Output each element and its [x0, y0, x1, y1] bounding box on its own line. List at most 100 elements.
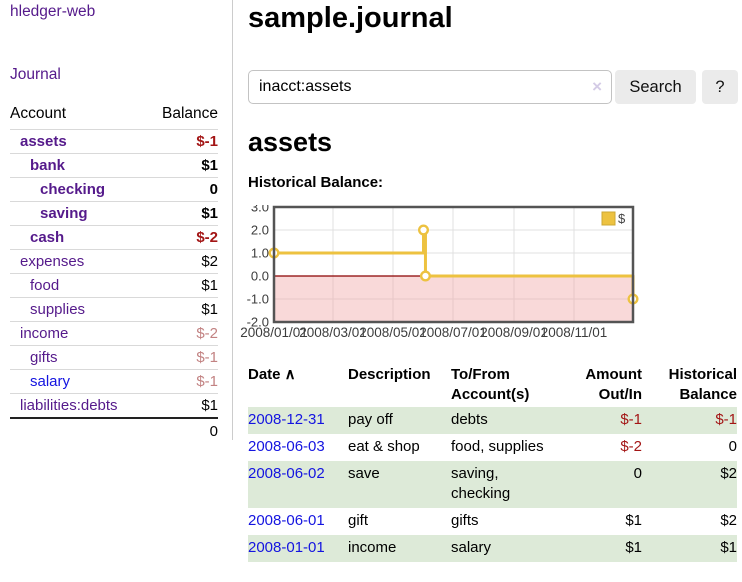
transaction-amount: $1: [625, 512, 642, 529]
column-header-date: Date ∧: [248, 366, 296, 383]
search-row: × Search ?: [248, 70, 742, 104]
account-row: bank $1: [10, 153, 218, 177]
account-title: assets: [248, 127, 333, 157]
account-link-income[interactable]: income: [20, 325, 69, 342]
legend-label: $: [618, 211, 626, 226]
page-title: sample.journal: [248, 2, 453, 34]
transaction-row: 2008-12-31 pay off debts $-1 $-1: [248, 407, 737, 434]
transaction-balance: 0: [728, 438, 737, 455]
account-column-header: Account: [10, 105, 67, 122]
transaction-amount: $1: [625, 539, 642, 556]
transaction-description: save: [348, 465, 380, 482]
svg-text:2008/03/01: 2008/03/01: [299, 325, 367, 340]
historical-balance-chart: 3.0 2.0 1.0 0.0 -1.0 -2.0 2008/01/01 2008/03/01…: [240, 200, 640, 345]
transaction-row: 2008-01-01 income salary $1 $1: [248, 535, 737, 562]
transaction-date-link[interactable]: 2008-06-02: [248, 465, 325, 482]
search-button[interactable]: Search: [615, 70, 696, 104]
account-link-expenses[interactable]: expenses: [20, 253, 85, 270]
transaction-balance: $2: [720, 512, 737, 529]
clear-search-icon[interactable]: ×: [592, 77, 602, 96]
transaction-row: 2008-06-01 gift gifts $1 $2: [248, 508, 737, 535]
svg-text:-1.0: -1.0: [247, 292, 269, 307]
account-row: assets $-1: [10, 129, 218, 153]
brand-link[interactable]: hledger-web: [10, 3, 96, 20]
account-balance: $1: [201, 301, 218, 318]
transaction-accounts: saving, checking: [451, 465, 511, 502]
accounts-table: Account Balance assets $-1 bank $1 checking 0…: [10, 101, 218, 444]
svg-text:3.0: 3.0: [251, 205, 269, 215]
account-link-bank[interactable]: bank: [30, 157, 66, 174]
account-balance: $1: [201, 157, 218, 174]
account-link-cash[interactable]: cash: [30, 229, 65, 246]
register-table: Date ∧ Description To/From Account(s) Amount…: [248, 363, 737, 562]
transaction-accounts: food, supplies: [451, 438, 544, 455]
account-row: expenses $2: [10, 249, 218, 273]
account-link-food[interactable]: food: [30, 277, 60, 294]
account-balance: $1: [201, 277, 218, 294]
transaction-balance: $2: [720, 465, 737, 482]
chart-title: Historical Balance:: [248, 174, 384, 191]
svg-text:1.0: 1.0: [251, 246, 269, 261]
transaction-amount: $-2: [620, 438, 642, 455]
column-header-amount: Amount Out/In: [585, 366, 642, 403]
sort-ascending-icon: ∧: [280, 366, 296, 383]
svg-text:-2.0: -2.0: [247, 315, 269, 330]
balance-column-header: Balance: [161, 105, 218, 122]
balance-chart-svg: 3.0 2.0 1.0 0.0 -1.0 -2.02008/01/012008/03/01…: [240, 200, 639, 340]
register-header-row: Date ∧ Description To/From Account(s) Amount…: [248, 363, 737, 407]
account-link-liabilities-debts[interactable]: liabilities:debts: [20, 397, 118, 414]
account-link-saving[interactable]: saving: [40, 205, 88, 222]
legend-swatch: [601, 211, 616, 226]
transaction-date-link[interactable]: 2008-12-31: [248, 411, 325, 428]
sidebar: hledger-web Journal Account Balance asse…: [0, 0, 233, 440]
account-link-salary[interactable]: salary: [30, 373, 71, 390]
transaction-row: 2008-06-02 save saving, checking 0 $2: [248, 461, 737, 508]
account-balance: $1: [201, 205, 218, 222]
account-row: saving $1: [10, 201, 218, 225]
account-link-checking[interactable]: checking: [40, 181, 106, 198]
help-button[interactable]: ?: [702, 70, 738, 104]
search-input[interactable]: [248, 70, 612, 104]
column-header-historical: Historical Balance: [668, 366, 737, 403]
transaction-description: income: [348, 539, 397, 556]
svg-text:2008/09/01: 2008/09/01: [480, 325, 548, 340]
account-row: liabilities:debts $1: [10, 393, 218, 417]
transaction-balance: $-1: [715, 411, 737, 428]
account-balance: $-2: [196, 229, 218, 246]
search-box: ×: [248, 70, 612, 104]
account-balance: $1: [201, 397, 218, 414]
account-row: supplies $1: [10, 297, 218, 321]
transaction-date-link[interactable]: 2008-06-01: [248, 512, 325, 529]
transaction-amount: $-1: [620, 411, 642, 428]
svg-text:2008/01/01: 2008/01/01: [240, 325, 308, 340]
svg-text:2008/11/01: 2008/11/01: [541, 325, 608, 340]
transaction-accounts: gifts: [451, 512, 479, 529]
transaction-date-link[interactable]: 2008-01-01: [248, 539, 325, 556]
svg-text:2008/05/01: 2008/05/01: [359, 325, 427, 340]
nav-journal-link[interactable]: Journal: [10, 66, 61, 83]
account-link-assets[interactable]: assets: [20, 133, 67, 150]
account-link-gifts[interactable]: gifts: [30, 349, 58, 366]
transaction-balance: $1: [720, 539, 737, 556]
account-balance: $-2: [196, 325, 218, 342]
transaction-description: pay off: [348, 411, 393, 428]
transaction-amount: 0: [633, 465, 642, 482]
accounts-table-header: Account Balance: [10, 101, 218, 129]
svg-text:2.0: 2.0: [251, 223, 269, 238]
account-balance: 0: [209, 181, 218, 198]
transaction-date-link[interactable]: 2008-06-03: [248, 438, 325, 455]
transaction-description: eat & shop: [348, 438, 420, 455]
svg-text:0.0: 0.0: [251, 269, 269, 284]
transaction-accounts: debts: [451, 411, 488, 428]
account-link-supplies[interactable]: supplies: [30, 301, 86, 318]
account-balance: $-1: [196, 349, 218, 366]
account-row: income $-2: [10, 321, 218, 345]
accounts-total-row: 0: [10, 417, 218, 444]
accounts-total-value: 0: [209, 423, 218, 440]
account-row: food $1: [10, 273, 218, 297]
account-balance: $2: [201, 253, 218, 270]
column-header-to-from: To/From Account(s): [451, 366, 530, 403]
column-header-description: Description: [348, 366, 431, 383]
main-content: sample.journal × Search ? assets Histori…: [240, 0, 742, 582]
account-row: checking 0: [10, 177, 218, 201]
